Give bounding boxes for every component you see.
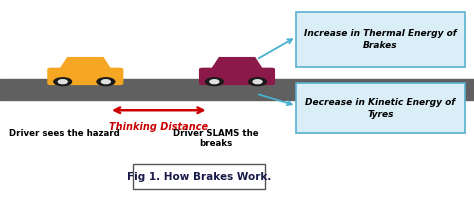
Circle shape: [210, 80, 219, 84]
FancyBboxPatch shape: [199, 68, 275, 85]
Circle shape: [97, 78, 115, 85]
Bar: [0, 79, 474, 100]
Circle shape: [58, 80, 67, 84]
Text: Thinking Distance: Thinking Distance: [109, 122, 209, 132]
FancyBboxPatch shape: [133, 164, 265, 189]
FancyBboxPatch shape: [296, 83, 465, 133]
Circle shape: [206, 78, 223, 85]
Text: Increase in Thermal Energy of
Brakes: Increase in Thermal Energy of Brakes: [304, 29, 456, 50]
Circle shape: [253, 80, 262, 84]
FancyBboxPatch shape: [296, 12, 465, 67]
Polygon shape: [59, 57, 111, 69]
Circle shape: [101, 80, 110, 84]
Text: Decrease in Kinetic Energy of
Tyres: Decrease in Kinetic Energy of Tyres: [305, 98, 456, 119]
Circle shape: [249, 78, 266, 85]
FancyBboxPatch shape: [47, 68, 123, 85]
Circle shape: [54, 78, 72, 85]
Text: Fig 1. How Brakes Work.: Fig 1. How Brakes Work.: [127, 172, 271, 182]
Text: Driver SLAMS the
breaks: Driver SLAMS the breaks: [173, 129, 258, 148]
Text: Driver sees the hazard: Driver sees the hazard: [9, 129, 120, 138]
Polygon shape: [211, 57, 263, 69]
